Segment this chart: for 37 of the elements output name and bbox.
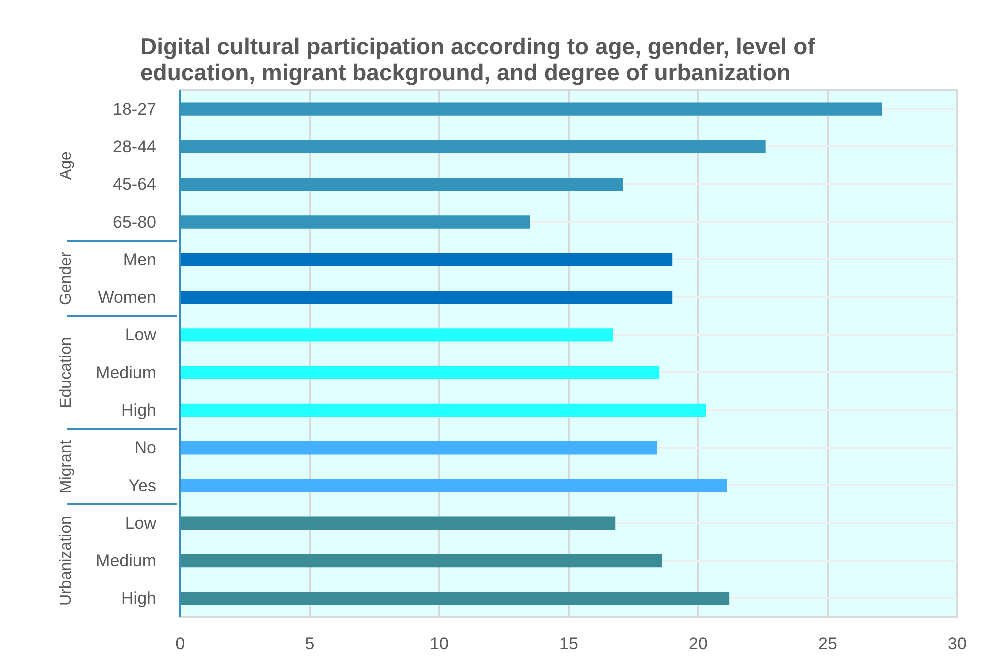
y-tick-label: High <box>122 400 157 420</box>
y-tick-label: Medium <box>96 363 157 382</box>
bar <box>180 479 727 492</box>
y-tick-label: 45-64 <box>113 175 157 194</box>
x-tick-label: 10 <box>430 634 449 654</box>
y-tick-label: Yes <box>128 476 156 496</box>
y-tick-label: No <box>134 438 157 458</box>
text: Gender <box>58 251 76 306</box>
bar <box>180 554 662 568</box>
x-tick-label: 0 <box>176 634 186 654</box>
text: Education <box>58 337 76 408</box>
text: Age <box>58 151 76 180</box>
x-tick-label: 20 <box>689 634 708 654</box>
x-tick-label: 5 <box>305 634 315 654</box>
bar <box>180 290 673 304</box>
y-tick-label: Women <box>98 288 156 308</box>
bar <box>180 366 660 380</box>
y-tick-label: Medium <box>96 552 157 571</box>
y-tick-label: High <box>122 589 157 608</box>
bar <box>180 442 658 455</box>
x-tick-label: 15 <box>560 634 578 654</box>
chart-title: Digital cultural participation according to age, gender, level of education, migrant background, and degree of urbanization <box>140 34 816 86</box>
text: Urbanization <box>58 516 76 606</box>
y-tick-label: Low <box>125 326 158 345</box>
bar <box>180 328 614 342</box>
y-tick-label: 65-80 <box>113 212 157 232</box>
bar <box>180 404 706 418</box>
bar <box>180 592 730 606</box>
y-tick-label: 28-44 <box>113 137 157 156</box>
bar <box>180 516 616 530</box>
x-tick-label: 30 <box>948 634 967 654</box>
x-tick-label: 25 <box>818 634 838 654</box>
text: Migrant <box>58 440 76 494</box>
y-tick-label: Low <box>125 514 158 533</box>
y-tick-label: Men <box>123 250 157 270</box>
y-tick-label: 18-27 <box>113 100 157 119</box>
bar <box>180 253 673 266</box>
